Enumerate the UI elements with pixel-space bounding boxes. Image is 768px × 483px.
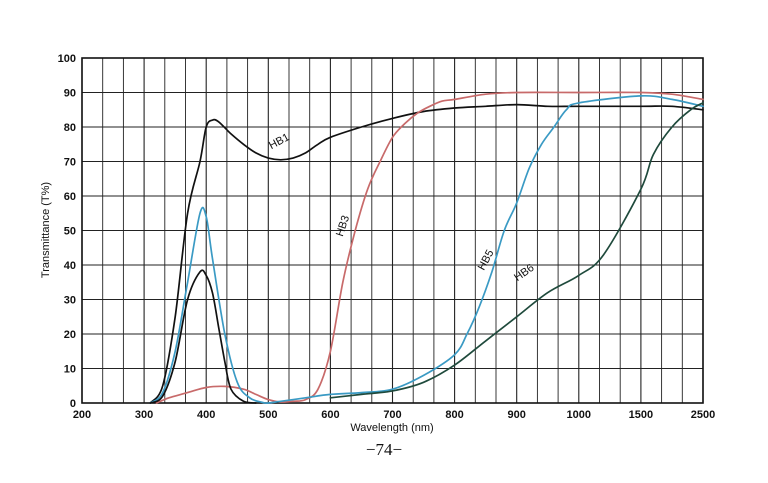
y-tick-label: 50 bbox=[64, 226, 76, 238]
x-axis-title: Wavelength (nm) bbox=[350, 422, 433, 434]
series-line-hb1 bbox=[149, 103, 704, 404]
x-tick-label: 300 bbox=[135, 409, 153, 421]
series-label-hb1: HB1 bbox=[267, 131, 292, 152]
x-tick-label: 900 bbox=[508, 409, 526, 421]
y-tick-label: 10 bbox=[64, 364, 76, 376]
x-tick-label: 200 bbox=[73, 409, 91, 421]
x-tick-label: 1500 bbox=[629, 409, 653, 421]
page-number: −74− bbox=[365, 440, 403, 459]
y-tick-label: 70 bbox=[64, 157, 76, 169]
y-tick-label: 80 bbox=[64, 122, 76, 134]
y-tick-label: 0 bbox=[70, 398, 76, 410]
series-line-hb5 bbox=[149, 94, 704, 404]
x-tick-label: 600 bbox=[321, 409, 339, 421]
y-tick-label: 60 bbox=[64, 191, 76, 203]
x-tick-label: 1000 bbox=[567, 409, 591, 421]
series-group bbox=[149, 91, 704, 404]
x-tick-label: 800 bbox=[445, 409, 463, 421]
y-tick-label: 90 bbox=[64, 88, 76, 100]
y-tick-label: 30 bbox=[64, 295, 76, 307]
plot-frame bbox=[81, 57, 704, 404]
y-tick-label: 20 bbox=[64, 329, 76, 341]
y-axis-title: Transmittance (T%) bbox=[40, 182, 52, 278]
x-tick-label: 500 bbox=[259, 409, 277, 421]
labels-group: 0 10 20 30 40 50 60 70 80 90 100 200 300 400 500 600 700… bbox=[58, 53, 716, 421]
x-tick-label: 700 bbox=[383, 409, 401, 421]
y-tick-label: 100 bbox=[58, 53, 76, 65]
series-line-unnamed-4 bbox=[149, 269, 257, 404]
y-tick-label: 40 bbox=[64, 260, 76, 272]
series-label-hb3: HB3 bbox=[334, 214, 352, 238]
x-tick-label: 2500 bbox=[691, 409, 715, 421]
series-line-hb3 bbox=[155, 91, 704, 404]
series-line-hb6 bbox=[329, 102, 704, 399]
x-tick-label: 400 bbox=[197, 409, 215, 421]
